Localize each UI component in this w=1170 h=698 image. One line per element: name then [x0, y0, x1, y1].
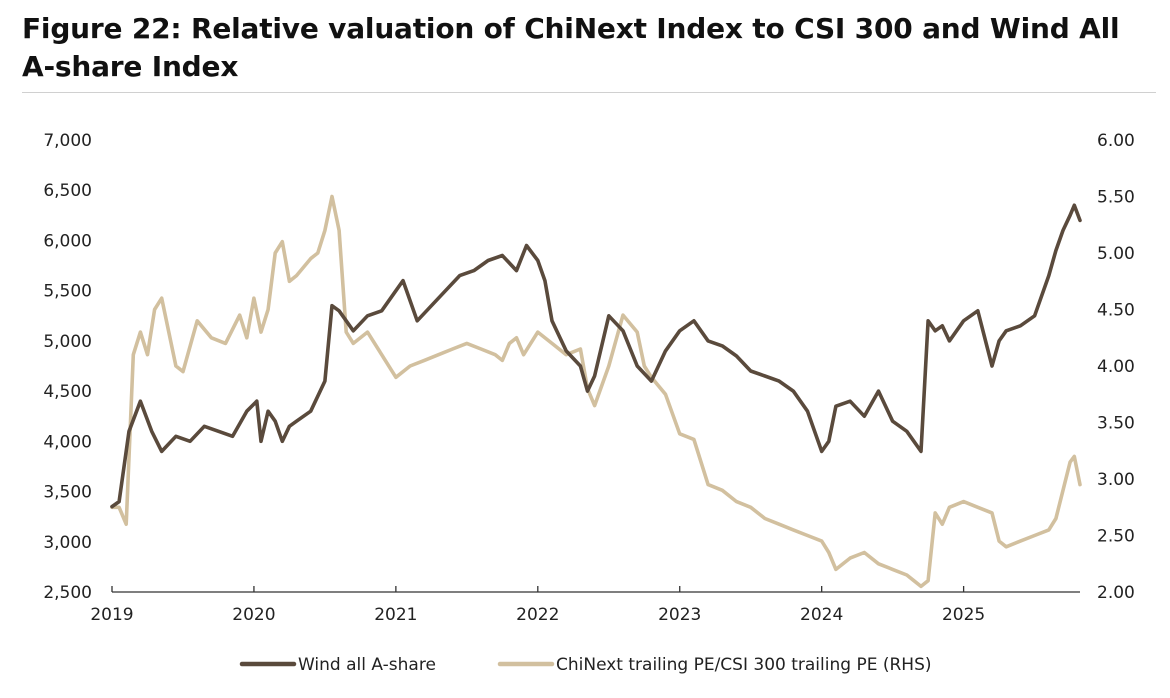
- y-right-tick-label: 3.00: [1097, 470, 1135, 490]
- y-right-tick-label: 6.00: [1097, 131, 1135, 151]
- y-left-tick-label: 5,500: [43, 282, 92, 302]
- y-right-tick-label: 4.50: [1097, 301, 1135, 321]
- series-line-wind-all-a-share: [110, 203, 1082, 509]
- y-left-tick-label: 7,000: [43, 131, 92, 151]
- y-left-tick-label: 6,500: [43, 181, 92, 201]
- x-tick-label: 2022: [516, 605, 559, 625]
- title-divider: [22, 92, 1156, 93]
- y-right-tick-label: 5.00: [1097, 244, 1135, 264]
- x-tick-label: 2020: [232, 605, 275, 625]
- y-left-tick-label: 4,000: [43, 432, 92, 452]
- chart-title: Figure 22: Relative valuation of ChiNext…: [22, 12, 1120, 83]
- y-right-tick-label: 2.00: [1097, 583, 1135, 603]
- x-tick-label: 2023: [658, 605, 701, 625]
- right-y-axis: 2.00 2.50 3.00 3.50 4.00 4.50 5.00 5.50 6.00: [1097, 131, 1135, 603]
- legend-item-wind-all-a-share-label: Wind all A-share: [298, 655, 436, 675]
- x-tick-label: 2025: [942, 605, 985, 625]
- series-lines: [110, 194, 1082, 589]
- x-tick-label: 2024: [800, 605, 843, 625]
- y-left-tick-label: 2,500: [43, 583, 92, 603]
- y-right-tick-label: 2.50: [1097, 527, 1135, 547]
- left-y-axis: 2,500 3,000 3,500 4,000 4,500 5,000 5,500 6,000…: [43, 131, 92, 603]
- series-line-chinext-pe-ratio: [110, 194, 1082, 589]
- legend-item-chinext-pe-ratio-label: ChiNext trailing PE/CSI 300 trailing PE …: [556, 655, 932, 675]
- y-left-tick-label: 6,000: [43, 231, 92, 251]
- y-right-tick-label: 4.00: [1097, 357, 1135, 377]
- x-tick-label: 2021: [374, 605, 417, 625]
- y-left-tick-label: 3,500: [43, 483, 92, 503]
- x-tick-label: 2019: [90, 605, 133, 625]
- y-right-tick-label: 3.50: [1097, 414, 1135, 434]
- y-left-tick-label: 3,000: [43, 533, 92, 553]
- y-left-tick-label: 4,500: [43, 382, 92, 402]
- x-axis: 2019 2020 2021 2022 2023 2024 2025: [90, 586, 1080, 625]
- y-right-tick-label: 5.50: [1097, 188, 1135, 208]
- y-left-tick-label: 5,000: [43, 332, 92, 352]
- legend: Wind all A-share ChiNext trailing PE/CSI …: [239, 655, 932, 675]
